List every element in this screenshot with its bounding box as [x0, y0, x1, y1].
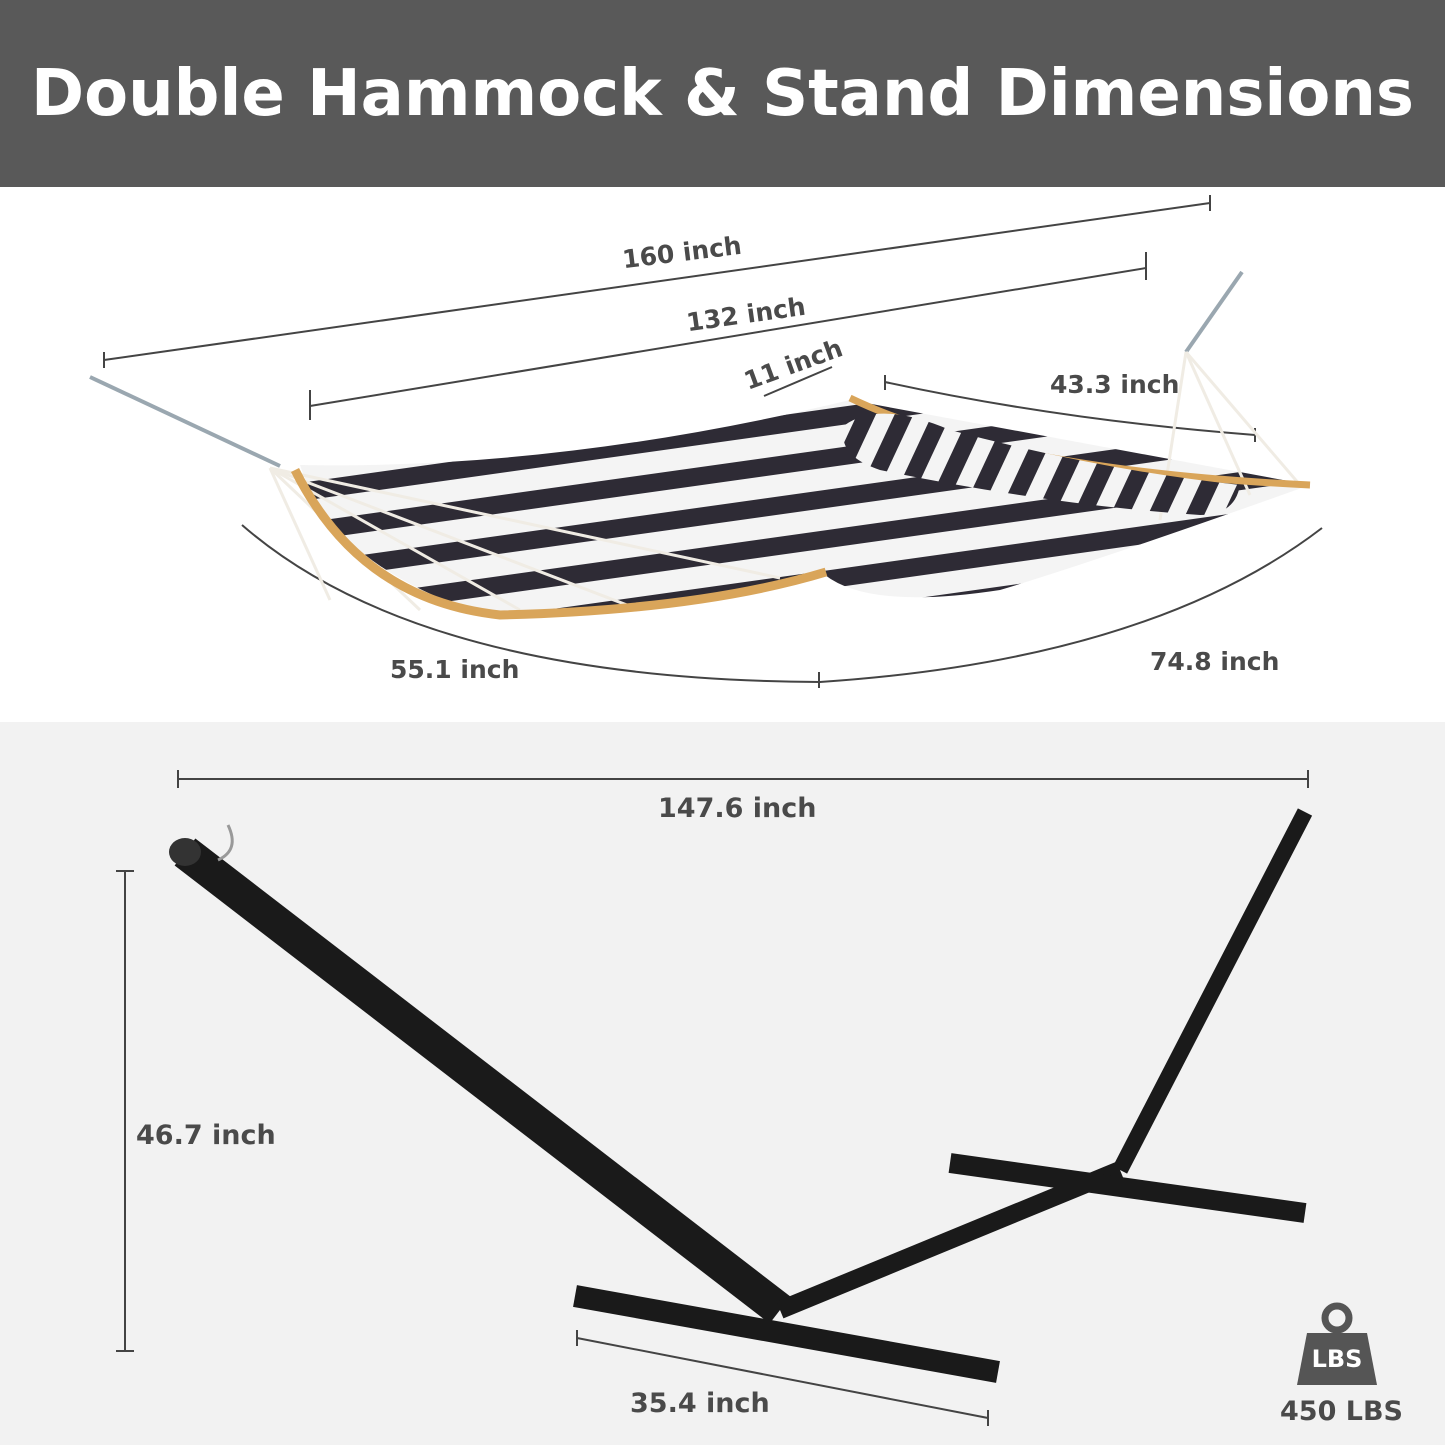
weight-icon-text: LBS	[1311, 1345, 1363, 1373]
weight-icon	[1297, 1302, 1377, 1385]
weight-capacity: 450 LBS	[1280, 1396, 1403, 1427]
hammock-bed	[300, 400, 1310, 612]
spreader-width-label: 43.3 inch	[1050, 370, 1180, 399]
stand-length-label: 147.6 inch	[658, 793, 817, 824]
stand-dimension-lines	[116, 770, 1309, 1426]
stand-end-cap	[169, 838, 201, 866]
pillow	[843, 413, 1240, 515]
hammock-stand	[174, 808, 1313, 1383]
spreader-bar-left	[290, 467, 828, 620]
header-banner: Double Hammock & Stand Dimensions	[0, 0, 1445, 187]
page-title: Double Hammock & Stand Dimensions	[31, 56, 1414, 131]
hammock-dimension-lines	[103, 195, 1323, 688]
right-curve-label: 74.8 inch	[1150, 647, 1280, 676]
chain-icon	[89, 270, 1244, 468]
left-curve-label: 55.1 inch	[390, 655, 520, 684]
hook-icon	[217, 824, 234, 862]
base-width-label: 35.4 inch	[630, 1388, 770, 1419]
stand-height-label: 46.7 inch	[136, 1120, 276, 1151]
